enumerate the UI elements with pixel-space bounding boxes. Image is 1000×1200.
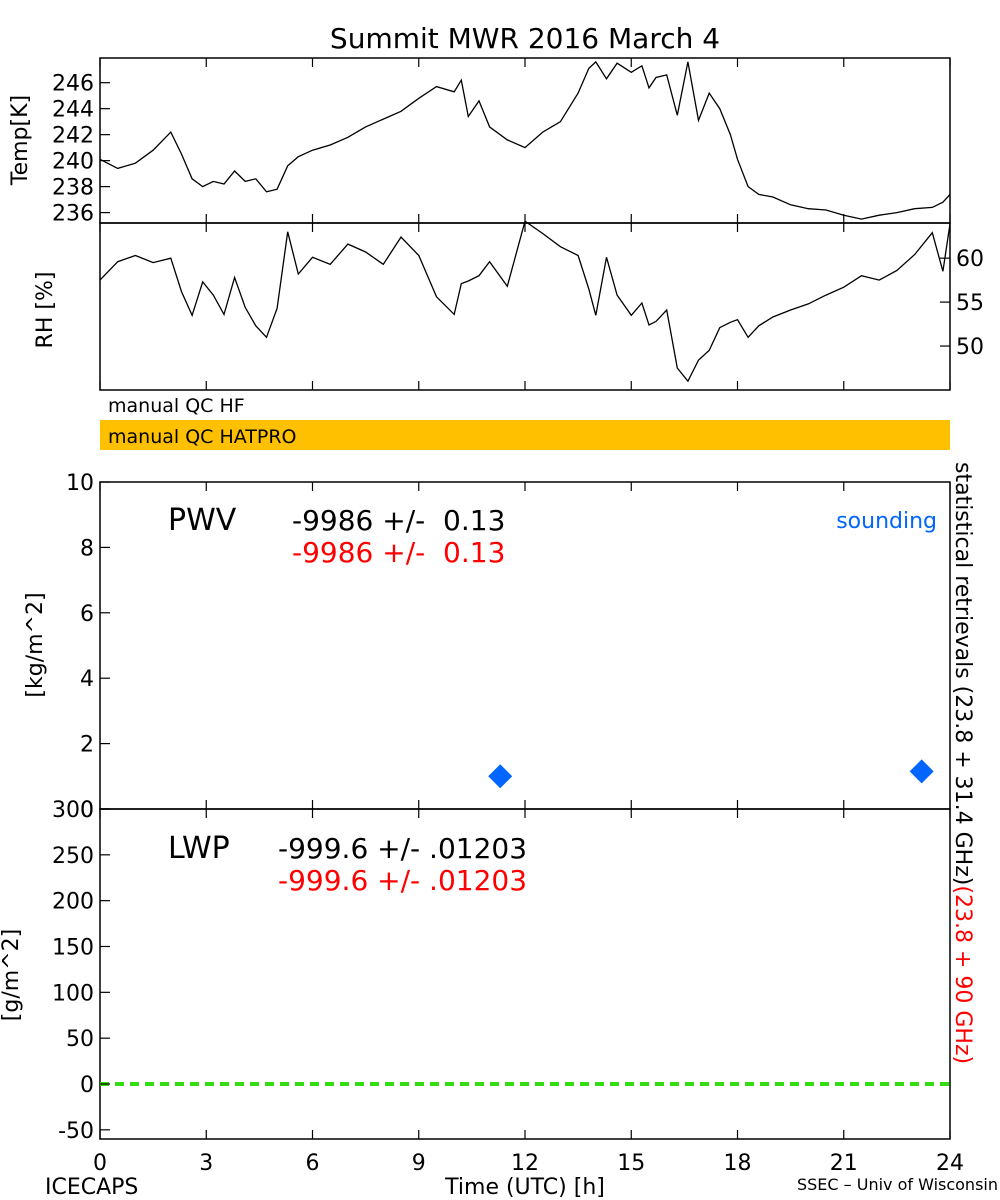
pwv-ytick-label: 0: [80, 798, 94, 823]
xtick-label: 24: [936, 1151, 964, 1176]
temp-axis-label: Temp[K]: [8, 95, 33, 186]
x-ticks: 0 3 6 9 12 15 18 21 24: [93, 58, 964, 1176]
qc-hatpro-bar: [100, 420, 950, 450]
side-label-red: (23.8 + 90 GHz): [950, 885, 975, 1064]
xtick-label: 12: [511, 1151, 539, 1176]
rh-ytick-label: 55: [956, 291, 984, 316]
pwv-value-red: -9986 +/- 0.13: [292, 536, 505, 569]
pwv-y-ticks: 0 2 4 6 8 10: [66, 471, 110, 823]
rh-line: [99, 220, 951, 383]
temp-ytick-label: 242: [52, 124, 94, 149]
pwv-ytick-label: 6: [80, 602, 94, 627]
sounding-point: [909, 759, 934, 784]
rh-series: [99, 220, 951, 383]
temp-series: [99, 60, 951, 220]
sounding-series: [488, 759, 934, 789]
pwv-ytick-label: 8: [80, 536, 94, 561]
pwv-value-black: -9986 +/- 0.13: [292, 504, 505, 537]
xtick-label: 0: [93, 1151, 107, 1176]
rh-y-ticks: 50 55 60: [940, 247, 984, 360]
pwv-ytick-label: 10: [66, 471, 94, 496]
lwp-ytick-label: 200: [52, 890, 94, 915]
xtick-label: 21: [830, 1151, 858, 1176]
temp-line: [99, 60, 951, 220]
lwp-ytick-label: 50: [66, 1027, 94, 1052]
side-label-statistical: statistical retrievals (23.8 + 31.4 GHz)…: [950, 462, 975, 1064]
x-axis-label: Time (UTC) [h]: [444, 1175, 605, 1200]
side-label-black: statistical retrievals (23.8 + 31.4 GHz): [950, 462, 975, 885]
temp-ytick-label: 236: [52, 202, 94, 227]
xtick-label: 3: [199, 1151, 213, 1176]
xtick-label: 18: [724, 1151, 752, 1176]
xtick-label: 15: [617, 1151, 645, 1176]
lwp-ytick-label: -50: [58, 1119, 94, 1144]
footer-right: SSEC – Univ of Wisconsin: [797, 1175, 998, 1194]
pwv-ytick-label: 2: [80, 733, 94, 758]
qc-hf-label: manual QC HF: [108, 395, 245, 417]
rh-ytick-label: 60: [956, 247, 984, 272]
lwp-value-black: -999.6 +/- .01203: [278, 832, 527, 865]
footer-left: ICECAPS: [45, 1175, 138, 1200]
pwv-label: PWV: [168, 503, 237, 538]
rh-axis-label: RH [%]: [33, 272, 58, 349]
temp-panel: [99, 57, 951, 224]
lwp-ytick-label: 150: [52, 936, 94, 961]
lwp-ytick-label: 100: [52, 981, 94, 1006]
lwp-label: LWP: [168, 831, 230, 866]
chart-title: Summit MWR 2016 March 4: [330, 22, 720, 55]
lwp-axis-label: [g/m^2]: [0, 929, 24, 1021]
pwv-axis-label: [kg/m^2]: [23, 592, 48, 697]
qc-hatpro-label: manual QC HATPRO: [108, 426, 297, 448]
sounding-point: [488, 764, 513, 789]
lwp-ytick-label: 300: [52, 798, 94, 823]
xtick-label: 9: [412, 1151, 426, 1176]
lwp-ytick-label: 0: [80, 1073, 94, 1098]
xtick-label: 6: [306, 1151, 320, 1176]
sounding-legend: sounding: [836, 509, 937, 534]
temp-ytick-label: 246: [52, 72, 94, 97]
lwp-ytick-label: 250: [52, 844, 94, 869]
pwv-ytick-label: 4: [80, 667, 94, 692]
lwp-y-ticks: -50 0 50 100 150 200 250 300: [52, 798, 110, 1144]
rh-ytick-label: 50: [956, 335, 984, 360]
rh-panel: [99, 222, 951, 391]
temp-ytick-label: 240: [52, 150, 94, 175]
temp-ytick-label: 238: [52, 176, 94, 201]
temp-ytick-label: 244: [52, 98, 94, 123]
lwp-value-red: -999.6 +/- .01203: [278, 864, 527, 897]
